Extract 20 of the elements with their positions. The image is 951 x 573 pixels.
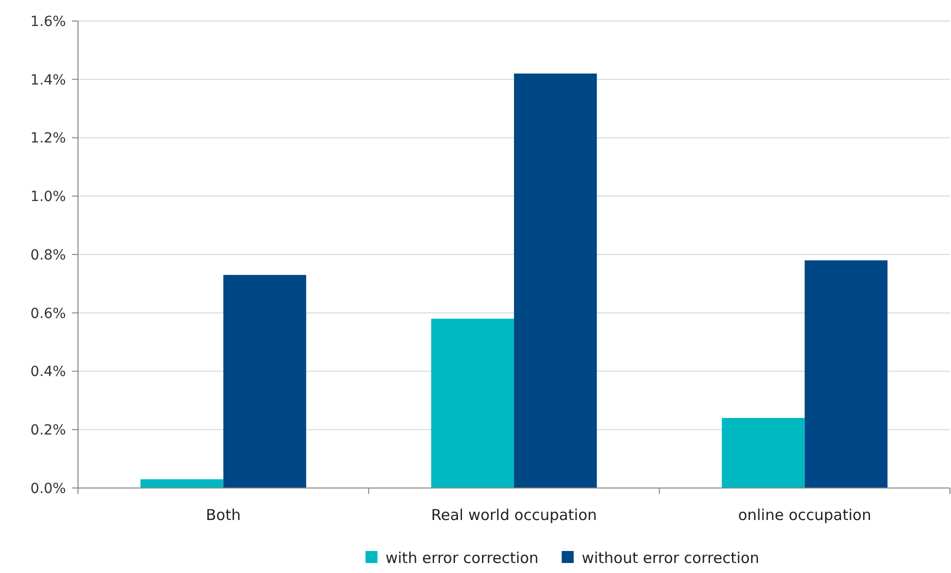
x-tick-label: Both (206, 506, 241, 524)
y-tick-label: 1.6% (30, 14, 66, 30)
bar (804, 260, 888, 488)
x-tick-label: online occupation (738, 506, 872, 524)
bar (514, 74, 597, 488)
bar (722, 418, 805, 488)
y-tick-label: 0.2% (30, 422, 66, 439)
bar (431, 318, 514, 488)
y-tick-label: 0.6% (30, 306, 66, 322)
y-tick-label: 1.2% (30, 130, 66, 147)
bar (223, 274, 306, 488)
y-tick-label: 0.4% (30, 364, 66, 380)
x-tick-label: Real world occupation (431, 506, 597, 524)
y-tick-label: 0.0% (30, 480, 66, 497)
y-tick-label: 0.8% (30, 247, 66, 264)
legend-label: with error correction (386, 549, 539, 567)
bar (140, 479, 224, 488)
legend-label: without error correction (582, 549, 760, 567)
y-tick-label: 1.0% (30, 189, 66, 206)
y-tick-label: 1.4% (30, 72, 66, 88)
